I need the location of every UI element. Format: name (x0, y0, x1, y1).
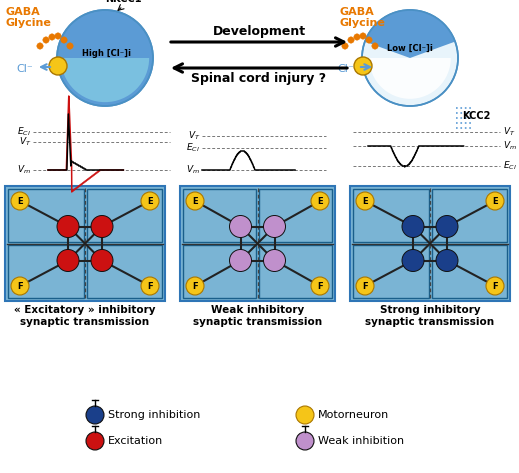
Text: E: E (492, 196, 498, 205)
Text: $V_T$: $V_T$ (187, 130, 200, 142)
Text: $E_{Cl}$: $E_{Cl}$ (186, 142, 200, 154)
Text: GABA: GABA (340, 7, 375, 17)
Circle shape (356, 277, 374, 295)
Circle shape (186, 277, 204, 295)
Circle shape (61, 37, 67, 43)
Circle shape (49, 34, 55, 40)
Text: $V_m$: $V_m$ (503, 140, 517, 152)
Circle shape (354, 57, 372, 75)
Circle shape (264, 249, 285, 272)
Text: $V_m$: $V_m$ (17, 164, 31, 176)
Circle shape (186, 192, 204, 210)
Circle shape (91, 249, 113, 272)
Circle shape (55, 33, 61, 39)
Text: NKCC1: NKCC1 (105, 0, 141, 4)
Circle shape (360, 33, 366, 39)
Circle shape (402, 216, 424, 237)
Circle shape (49, 57, 67, 75)
Text: Development: Development (212, 25, 306, 38)
Text: F: F (147, 281, 153, 290)
Circle shape (229, 216, 252, 237)
Text: F: F (492, 281, 498, 290)
Text: E: E (192, 196, 198, 205)
Text: $E_{Cl}$: $E_{Cl}$ (17, 126, 31, 138)
Circle shape (11, 277, 29, 295)
Text: E: E (147, 196, 153, 205)
Circle shape (311, 277, 329, 295)
Circle shape (296, 432, 314, 450)
Circle shape (311, 192, 329, 210)
Circle shape (67, 43, 73, 49)
Text: Motorneuron: Motorneuron (318, 410, 389, 420)
Text: Low [Cl⁻]i: Low [Cl⁻]i (387, 44, 433, 53)
Circle shape (43, 37, 49, 43)
Circle shape (354, 34, 360, 40)
Text: Cl⁻: Cl⁻ (338, 64, 354, 74)
Circle shape (486, 277, 504, 295)
Circle shape (402, 249, 424, 272)
Text: KCC2: KCC2 (462, 111, 490, 121)
Circle shape (356, 192, 374, 210)
Circle shape (342, 43, 348, 49)
Wedge shape (61, 58, 149, 102)
Circle shape (229, 249, 252, 272)
Text: Excitation: Excitation (108, 436, 163, 446)
Circle shape (57, 10, 153, 106)
Text: Weak inhibitory
synaptic transmission: Weak inhibitory synaptic transmission (193, 305, 322, 326)
Circle shape (37, 43, 43, 49)
Text: Spinal cord injury ?: Spinal cord injury ? (192, 72, 326, 85)
Text: E: E (17, 196, 23, 205)
Text: $V_T$: $V_T$ (19, 136, 31, 148)
Circle shape (436, 249, 458, 272)
Text: « Excitatory » inhibitory
synaptic transmission: « Excitatory » inhibitory synaptic trans… (14, 305, 156, 326)
Text: F: F (17, 281, 23, 290)
Wedge shape (369, 58, 451, 99)
Text: E: E (317, 196, 323, 205)
Text: Glycine: Glycine (340, 18, 386, 28)
Text: F: F (362, 281, 368, 290)
Circle shape (436, 216, 458, 237)
Circle shape (264, 216, 285, 237)
FancyBboxPatch shape (350, 186, 510, 301)
Circle shape (486, 192, 504, 210)
Circle shape (91, 216, 113, 237)
Text: Weak inhibition: Weak inhibition (318, 436, 404, 446)
Wedge shape (365, 10, 455, 58)
Circle shape (141, 192, 159, 210)
Text: F: F (192, 281, 198, 290)
Circle shape (11, 192, 29, 210)
Text: Cl⁻: Cl⁻ (17, 64, 33, 74)
Text: GABA: GABA (6, 7, 41, 17)
Circle shape (141, 277, 159, 295)
Text: F: F (317, 281, 323, 290)
Text: High [Cl⁻]i: High [Cl⁻]i (83, 49, 131, 58)
Circle shape (372, 43, 378, 49)
Circle shape (57, 216, 79, 237)
Circle shape (86, 406, 104, 424)
FancyBboxPatch shape (5, 186, 165, 301)
Circle shape (362, 10, 458, 106)
Text: Strong inhibitory
synaptic transmission: Strong inhibitory synaptic transmission (365, 305, 495, 326)
FancyBboxPatch shape (180, 186, 335, 301)
Circle shape (296, 406, 314, 424)
Circle shape (348, 37, 354, 43)
Text: Strong inhibition: Strong inhibition (108, 410, 200, 420)
Text: Glycine: Glycine (6, 18, 52, 28)
Text: $V_T$: $V_T$ (503, 126, 515, 138)
Circle shape (86, 432, 104, 450)
Circle shape (366, 37, 372, 43)
Text: $E_{Cl}$: $E_{Cl}$ (503, 160, 517, 172)
Circle shape (57, 249, 79, 272)
Text: E: E (362, 196, 368, 205)
Text: $V_m$: $V_m$ (186, 164, 200, 176)
